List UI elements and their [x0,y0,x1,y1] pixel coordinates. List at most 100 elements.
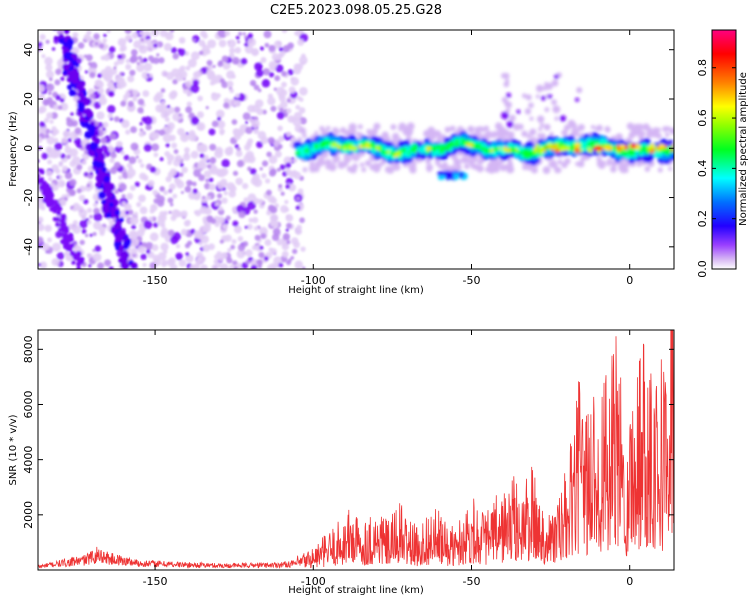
spectrogram-cell [92,252,102,262]
spectrogram-cell [285,184,291,189]
spectrogram-cell [156,53,160,57]
spectrogram-cell [170,263,178,269]
spectrogram-cell [205,49,211,55]
spectrogram-cell [638,134,644,141]
spectrogram-cell [98,43,105,49]
spectrogram-cell [622,167,629,174]
snr-ytick-label: 6000 [22,390,35,418]
spectrogram-cell [492,150,498,156]
spectrogram-cell [663,148,668,153]
spectrogram-cell [110,167,118,175]
spectrogram-cell [118,183,127,192]
spectrogram-cell [66,154,71,160]
spectrogram-cell [138,131,145,137]
spectrogram-cell [153,152,159,158]
spectrogram-cell [251,82,255,86]
spectrogram-cell [245,259,251,265]
spectrogram-cell [138,194,146,203]
spectrogram-cell [286,240,291,245]
spectrogram-cell [189,264,196,269]
spectrogram-cell [468,143,474,148]
spectrogram-cell [45,39,50,44]
spectrogram-cell [608,145,613,150]
spectrogram-cell [96,111,105,120]
spectrogram-cell [278,262,284,268]
spectrogram-cell [425,149,430,154]
spectrogram-cell [367,145,372,150]
spectrogram-cell [380,149,386,155]
spectrogram-cell [46,112,53,120]
spectrogram-cell [38,173,41,179]
spectrogram-cell [94,131,100,137]
spectrogram-cell [184,152,190,157]
spectrogram-cell [226,80,234,88]
spectrogram-cell [438,149,444,154]
spectrogram-cell [97,152,106,161]
spectrogram-cell [194,70,202,78]
spectrogram-cell [186,179,193,187]
spectrogram-cell [133,40,142,49]
spectrogram-cell [108,92,113,97]
spectrogram-cell [160,100,166,106]
spectrogram-cell [79,272,84,277]
spectrogram-cell [54,79,61,86]
snr-ytick-label: 4000 [22,446,35,474]
spectrogram-cell [247,37,257,47]
spectrogram-cell [96,148,102,155]
spectrogram-cell [435,160,441,166]
spectrogram-cell [86,30,92,36]
spectrogram-cell [499,164,507,172]
spectrogram-cell [357,124,363,130]
spectrogram-cell [497,126,506,135]
spectrogram-cell [58,198,67,207]
spectrogram-cell [176,180,185,189]
spectrogram-cell [574,97,580,102]
spectrogram-cell [268,169,276,177]
spectrogram-cell [267,96,276,106]
spectrogram-cell [76,164,83,171]
spectrogram-cell [104,259,112,267]
spectrogram-cell [68,189,76,197]
spectrogram-cell [139,172,147,180]
spectrogram-cell [559,115,567,122]
spectrogram-cell [638,151,642,155]
spectrogram-cell [326,139,330,144]
spectrogram-cell [494,160,502,168]
spectrogram-cell [55,168,61,174]
spectrogram-cell [535,143,540,148]
spectrogram-cell [245,249,253,257]
spectrogram-cell [172,53,179,60]
spectrogram-cell [61,165,68,172]
spectrogram-cell [160,227,169,236]
spectrogram-cell [522,165,528,171]
spectrogram-cell [626,122,634,130]
spectrogram-cell [171,142,178,149]
spectrogram-cell [119,46,125,52]
spectrogram-xtick-label: 0 [626,274,633,287]
spectrogram-cell [288,258,292,263]
spectrogram-cell [260,56,267,63]
spectrogram-cell [278,184,283,189]
spectrogram-cell [45,63,53,72]
spectrogram-cell [325,164,330,170]
spectrogram-cell [109,83,115,90]
spectrogram-cell [61,137,68,144]
spectrogram-cell [39,121,46,128]
spectrogram-cell [93,207,100,215]
spectrogram-cell [77,42,85,49]
spectrogram-cell [172,79,178,85]
spectrogram-cell [658,143,665,150]
spectrogram-cell [238,210,246,219]
spectrogram-cell [211,120,219,128]
spectrogram-cell [216,120,226,129]
spectrogram-cell [52,242,61,252]
spectrogram-cell [253,197,260,205]
spectrogram-cell [302,167,308,173]
spectrogram-cell [76,261,82,267]
spectrogram-cell [657,167,663,173]
spectrogram-cell [663,144,668,149]
spectrogram-cell [294,31,299,36]
spectrogram-cell [168,257,176,265]
spectrogram-cell [60,153,66,159]
spectrogram-cell [507,158,513,164]
